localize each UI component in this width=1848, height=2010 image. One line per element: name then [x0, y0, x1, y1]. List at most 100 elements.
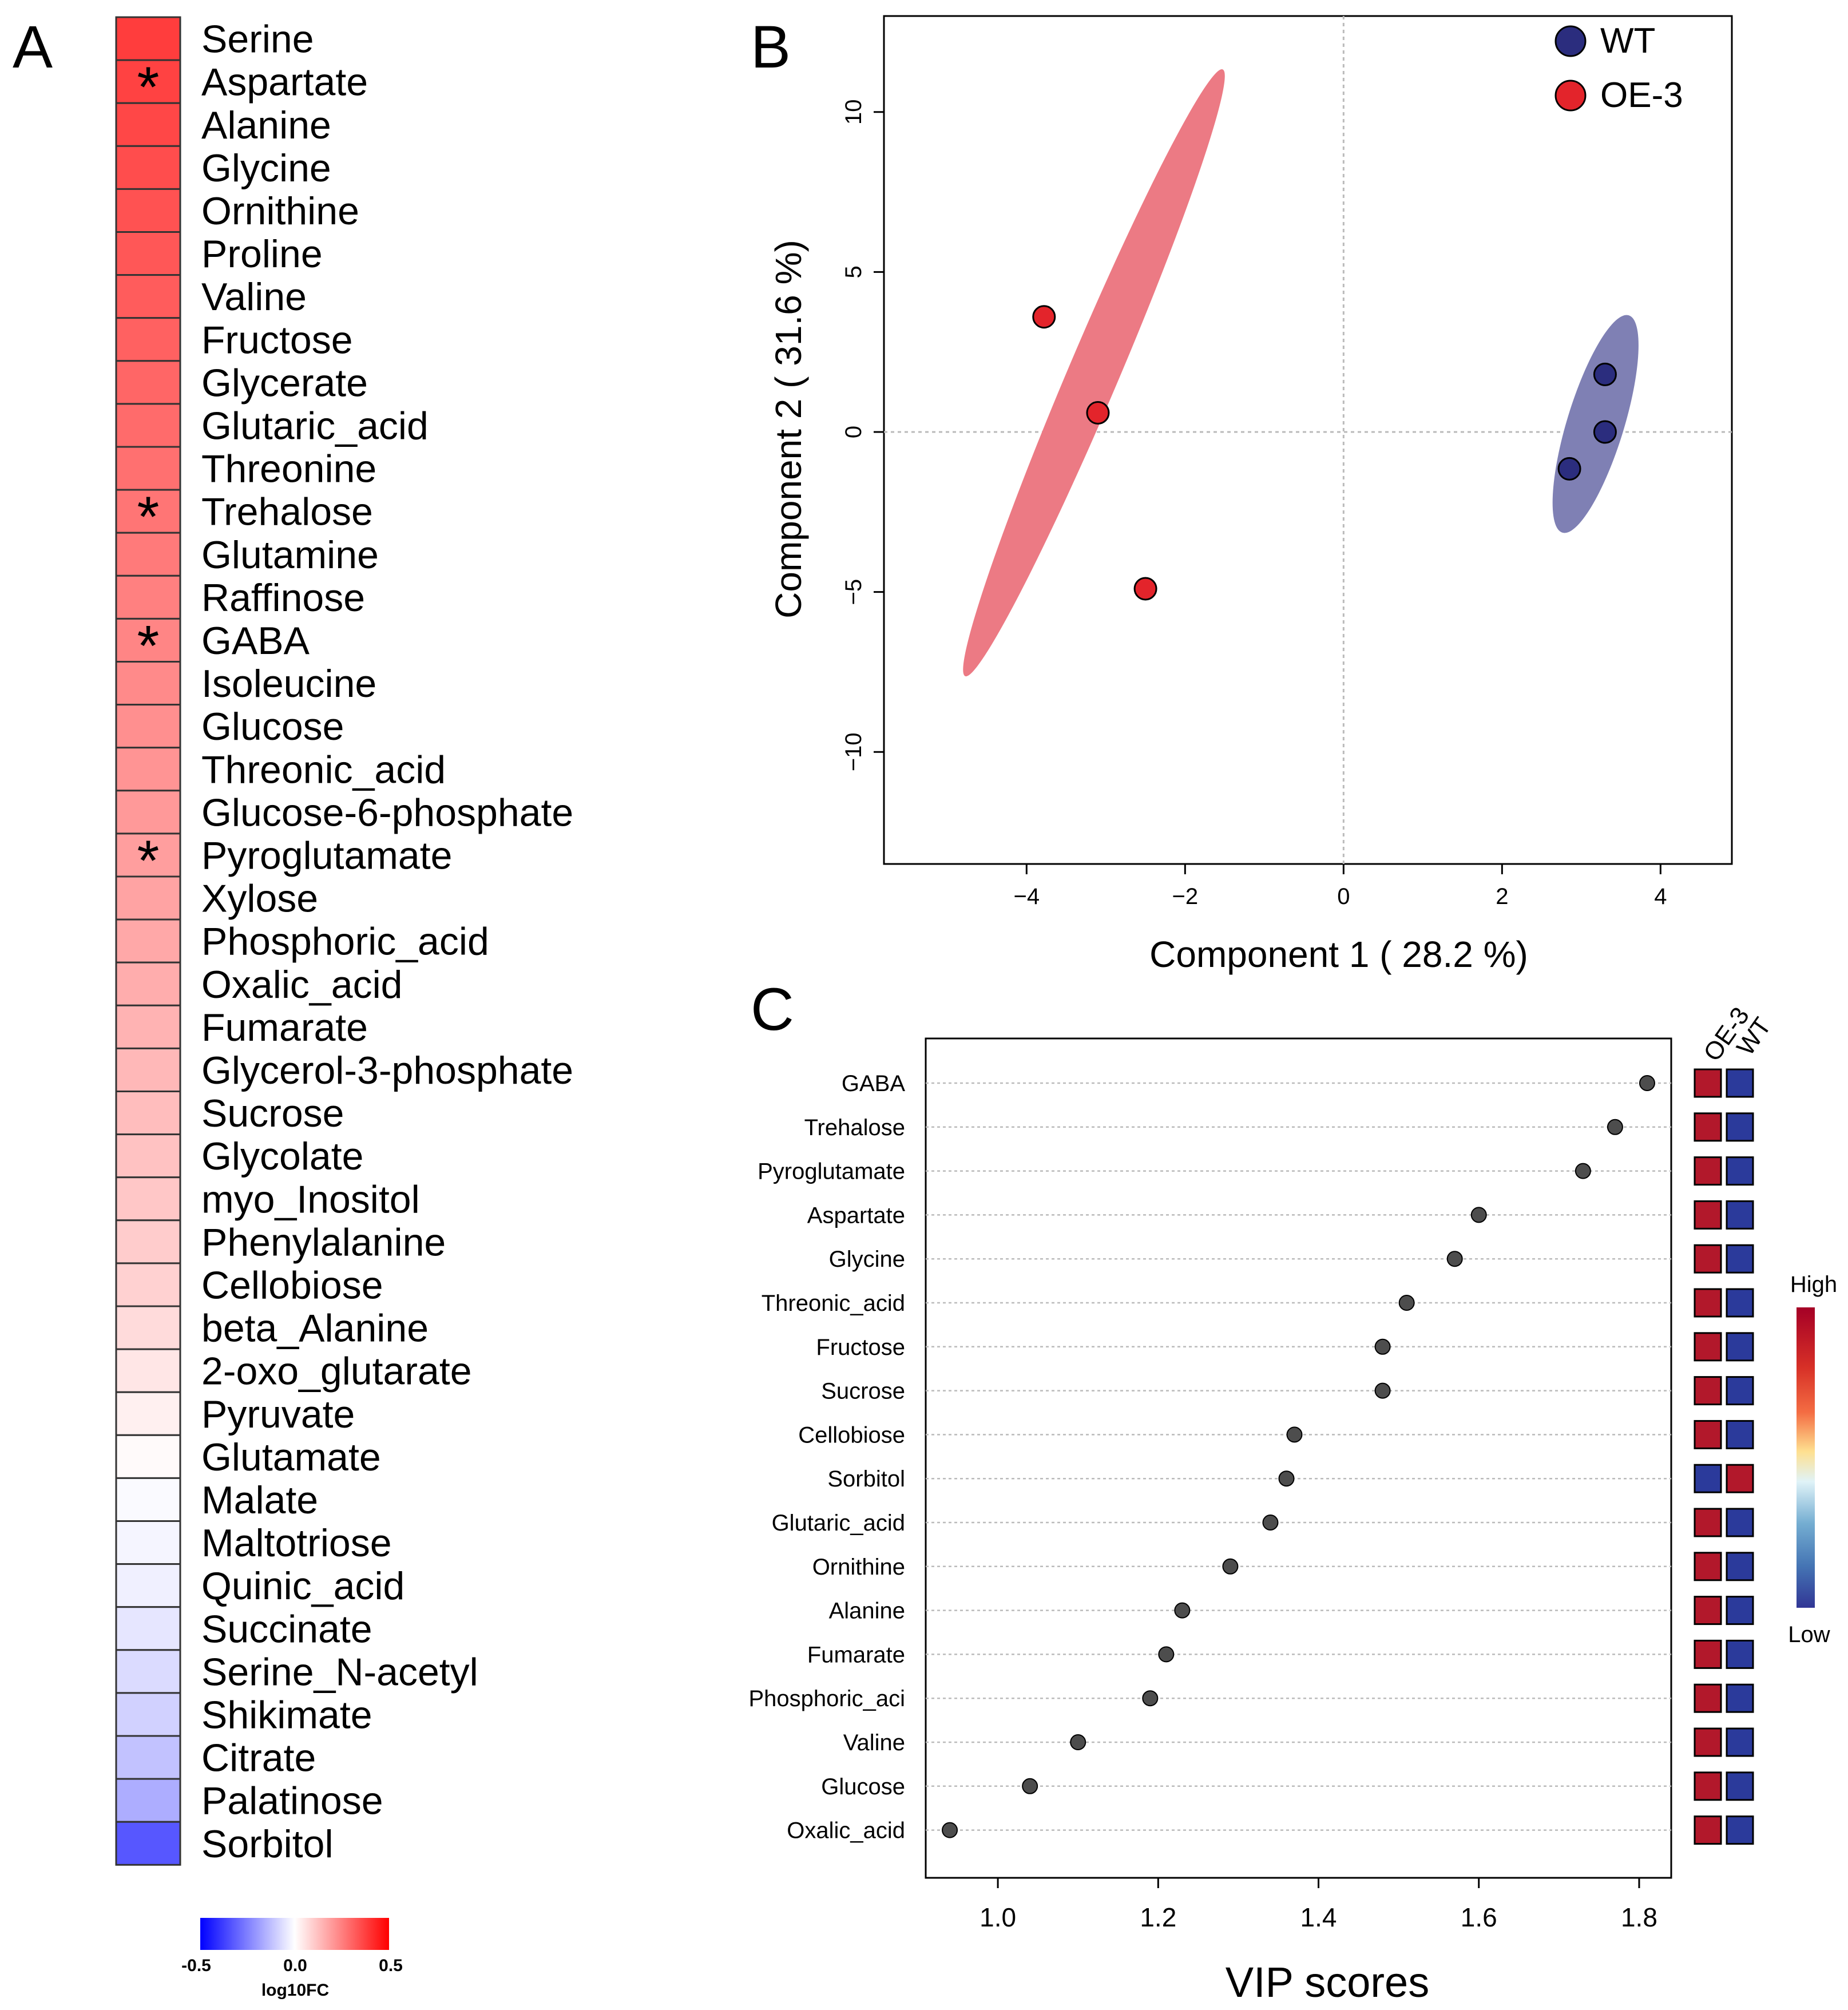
y-tick-label-2: 0 — [841, 426, 866, 438]
heatmap-cell-succinate — [115, 1606, 181, 1651]
vip-row-glutaric-acid: Glutaric_acid — [772, 1508, 1754, 1537]
vip-cell-phosphoric-aci-oe-3 — [1694, 1683, 1722, 1713]
heatmap-row-labels: SerineAspartateAlanineGlycineOrnithinePr… — [201, 18, 573, 1866]
heatmap-label-phenylalanine: Phenylalanine — [201, 1220, 446, 1264]
vip-dot-cellobiose — [1286, 1426, 1303, 1443]
vip-dot-ornithine — [1222, 1558, 1239, 1575]
heatmap-label-quinic-acid: Quinic_acid — [201, 1564, 405, 1608]
vip-cell-gaba-oe-3 — [1694, 1068, 1722, 1098]
heatmap-cell-aspartate — [115, 59, 181, 104]
heatmap-cell-2-oxo-glutarate — [115, 1348, 181, 1393]
vip-cell-oxalic-acid-wt — [1726, 1815, 1754, 1845]
vip-cell-sorbitol-wt — [1726, 1464, 1754, 1493]
heatmap-cell-xylose — [115, 875, 181, 921]
point-oe-3-3 — [1133, 577, 1157, 601]
vip-x-tick-label-1: 1.2 — [1140, 1902, 1176, 1932]
heatmap-cell-sucrose — [115, 1091, 181, 1136]
x-tick-label-3: 2 — [1496, 884, 1508, 909]
heatmap-label-serine-n-acetyl: Serine_N-acetyl — [201, 1650, 478, 1694]
vip-cell-threonic-acid-wt — [1726, 1288, 1754, 1318]
heatmap-label-fumarate: Fumarate — [201, 1006, 368, 1049]
vip-cell-fumarate-wt — [1726, 1639, 1754, 1669]
vip-label-gaba: GABA — [842, 1071, 905, 1096]
vip-row-gaba: GABA — [842, 1068, 1754, 1098]
vip-cell-fumarate-oe-3 — [1694, 1639, 1722, 1669]
vip-dot-fructose — [1374, 1338, 1391, 1355]
vip-cell-glycine-wt — [1726, 1244, 1754, 1274]
heatmap-label-threonic-acid: Threonic_acid — [201, 748, 446, 791]
heatmap-label-pyroglutamate: Pyroglutamate — [201, 834, 452, 877]
point-wt-3 — [1557, 457, 1581, 481]
x-tick-label-1: −2 — [1172, 884, 1199, 909]
vip-label-glycine: Glycine — [829, 1247, 905, 1272]
x-axis-label-b: Component 1 ( 28.2 %) — [1149, 934, 1528, 975]
plot-frame-c — [925, 1037, 1672, 1879]
heatmap-label-gaba: GABA — [201, 619, 310, 663]
heatmap-label-shikimate: Shikimate — [201, 1693, 372, 1737]
vip-x-tick-label-0: 1.0 — [979, 1902, 1016, 1932]
x-tick-label-4: 4 — [1654, 884, 1667, 909]
x-tick-label-2: 0 — [1337, 884, 1350, 909]
point-wt-1 — [1593, 362, 1617, 386]
x-axis-ticks: −4 −2 0 2 4 — [1014, 864, 1667, 909]
plot-frame-b — [883, 15, 1733, 865]
panel-letter-a: A — [13, 14, 53, 81]
y-tick-label-0: 10 — [841, 100, 866, 125]
vip-dot-aspartate — [1470, 1207, 1487, 1223]
vip-label-ornithine: Ornithine — [812, 1555, 905, 1580]
vip-label-aspartate: Aspartate — [807, 1203, 905, 1228]
heatmap-label-glycine: Glycine — [201, 146, 331, 190]
vip-dot-pyroglutamate — [1575, 1163, 1591, 1179]
heatmap-label-ornithine: Ornithine — [201, 189, 359, 233]
panel-a-heatmap: SerineAspartateAlanineGlycineOrnithinePr… — [115, 16, 573, 2000]
vip-row-fumarate: Fumarate — [807, 1639, 1754, 1669]
heatmap-label-glutamate: Glutamate — [201, 1436, 381, 1479]
point-oe-3-1 — [1032, 305, 1056, 329]
vip-label-glutaric-acid: Glutaric_acid — [772, 1511, 905, 1536]
vip-row-trehalose: Trehalose — [804, 1112, 1754, 1142]
heatmap-label-xylose: Xylose — [201, 877, 318, 921]
vip-dot-glutaric-acid — [1262, 1515, 1279, 1531]
heatmap-label-glucose: Glucose — [201, 705, 344, 748]
vip-cell-ornithine-wt — [1726, 1552, 1754, 1581]
vip-row-glucose: Glucose — [821, 1771, 1754, 1801]
panel-letter-b: B — [751, 14, 791, 81]
vip-cell-aspartate-oe-3 — [1694, 1200, 1722, 1230]
heatmap-cell-valine — [115, 274, 181, 319]
heatmap-label-glycerol-3-phosphate: Glycerol-3-phosphate — [201, 1049, 573, 1092]
heatmap-label-serine: Serine — [201, 18, 314, 61]
vip-cell-alanine-oe-3 — [1694, 1596, 1722, 1626]
heatmap-cell-cellobiose — [115, 1262, 181, 1307]
vip-dot-valine — [1070, 1734, 1086, 1750]
vip-label-glucose: Glucose — [821, 1774, 905, 1799]
vip-row-glycine: Glycine — [829, 1244, 1754, 1274]
heatmap-label-alanine: Alanine — [201, 104, 331, 147]
vip-label-fructose: Fructose — [816, 1335, 905, 1360]
heatmap-cell-fructose — [115, 317, 181, 362]
heatmap-cell-ornithine — [115, 188, 181, 233]
vip-cell-gaba-wt — [1726, 1068, 1754, 1098]
point-wt-2 — [1593, 420, 1617, 444]
vip-cell-sucrose-oe-3 — [1694, 1376, 1722, 1406]
legend-b: WT OE-3 — [1554, 21, 1683, 115]
colorbar-low-label: Low — [1788, 1622, 1830, 1647]
colorbar-high-label: High — [1790, 1272, 1837, 1297]
heatmap-cell-phenylalanine — [115, 1219, 181, 1264]
heatmap-label-oxalic-acid: Oxalic_acid — [201, 963, 403, 1006]
vip-label-cellobiose: Cellobiose — [798, 1422, 905, 1448]
vip-label-sucrose: Sucrose — [821, 1379, 905, 1404]
heatmap-label-succinate: Succinate — [201, 1607, 372, 1651]
vip-cell-valine-oe-3 — [1694, 1727, 1722, 1757]
heatmap-cell-maltotriose — [115, 1520, 181, 1565]
vip-cell-aspartate-wt — [1726, 1200, 1754, 1230]
legend-label-wt: WT — [1600, 21, 1655, 61]
heatmap-cell-serine — [115, 16, 181, 61]
heatmap-cell-proline — [115, 231, 181, 276]
colorbar-tick-2: 0.5 — [379, 1956, 403, 1975]
heatmap-cell-citrate — [115, 1735, 181, 1780]
vip-label-fumarate: Fumarate — [807, 1642, 905, 1667]
vip-cell-threonic-acid-oe-3 — [1694, 1288, 1722, 1318]
heatmap-label-sucrose: Sucrose — [201, 1092, 344, 1135]
ellipse-oe-3 — [963, 69, 1225, 677]
heatmap-cell-palatinose — [115, 1778, 181, 1823]
